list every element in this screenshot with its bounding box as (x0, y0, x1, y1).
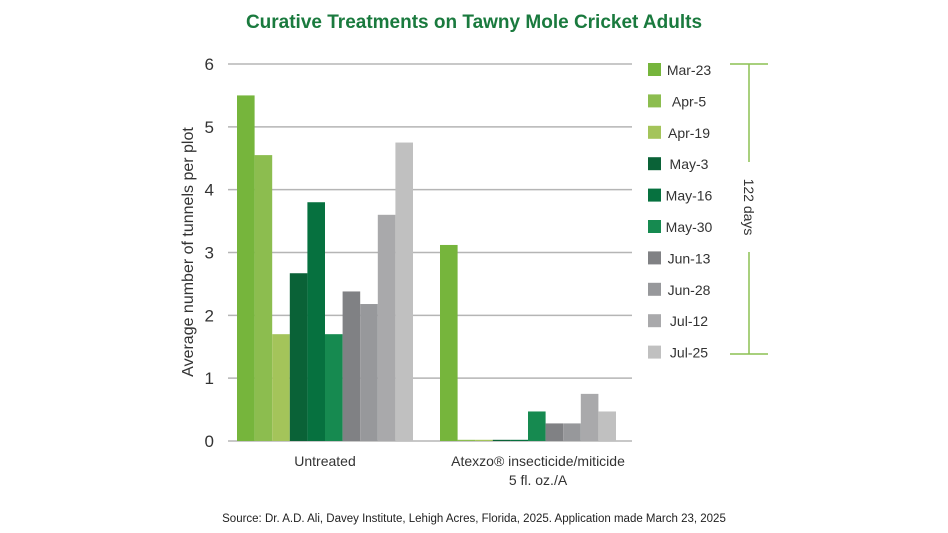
bar-mar-23 (440, 244, 458, 441)
bar-mar-23 (237, 95, 255, 442)
bar-jun-28 (360, 304, 378, 441)
source-note: Source: Dr. A.D. Ali, Davey Institute, L… (222, 513, 726, 525)
days-annotation: 122 days (741, 179, 757, 236)
bar-jul-25 (395, 142, 413, 441)
legend-swatch (648, 251, 661, 265)
y-tick-label: 3 (205, 244, 214, 263)
legend-swatch (648, 282, 661, 296)
y-tick-label: 6 (205, 55, 214, 74)
legend-label: May-30 (666, 219, 713, 235)
legend-label: Mar-23 (667, 62, 712, 78)
bar-apr-19 (272, 334, 290, 441)
legend-item: May-16 (648, 188, 713, 204)
legend-label: Jul-25 (670, 345, 708, 361)
bar-may-16 (307, 202, 325, 441)
bar-jul-12 (377, 214, 396, 441)
bar-jun-13 (342, 291, 361, 441)
legend-item: Apr-19 (648, 125, 710, 141)
legend-item: Jun-13 (648, 250, 711, 266)
y-axis-label: Average number of tunnels per plot (180, 127, 197, 377)
legend-label: Jul-12 (670, 313, 708, 329)
bar-jun-28 (563, 423, 581, 441)
legend-item: Apr-5 (648, 93, 706, 109)
y-tick-label: 5 (205, 118, 214, 137)
category-label: 5 fl. oz./A (509, 472, 568, 488)
legend-label: May-16 (666, 188, 713, 204)
y-tick-label: 4 (205, 181, 214, 200)
legend-item: Jul-25 (648, 345, 708, 361)
legend-swatch (648, 63, 661, 76)
legend-label: Apr-19 (668, 125, 710, 141)
legend-swatch (648, 314, 661, 328)
legend-swatch (648, 125, 661, 139)
bar-jul-12 (580, 393, 599, 441)
bar-jul-25 (598, 411, 616, 441)
bar-apr-5 (457, 439, 476, 441)
days-bracket: 122 days (730, 63, 768, 355)
legend-swatch (648, 345, 661, 359)
bar-apr-5 (254, 155, 273, 441)
legend-item: Jul-12 (648, 313, 708, 329)
legend-label: Jun-28 (668, 282, 711, 298)
legend-item: Mar-23 (648, 62, 711, 78)
category-label: Untreated (294, 453, 355, 469)
bar-may-3 (289, 273, 308, 441)
legend-swatch (648, 94, 661, 108)
bar-apr-19 (475, 439, 493, 441)
y-tick-label: 0 (205, 432, 214, 451)
bar-may-30 (325, 334, 343, 441)
bar-may-16 (510, 439, 528, 441)
legend-swatch (648, 157, 661, 171)
bar-may-30 (528, 411, 546, 441)
y-tick-label: 1 (205, 369, 214, 388)
bar-jun-13 (545, 423, 564, 441)
y-tick-label: 2 (205, 306, 214, 325)
legend-label: May-3 (670, 156, 709, 172)
legend-swatch (648, 220, 661, 233)
legend-item: May-3 (648, 156, 709, 172)
legend-label: Apr-5 (672, 93, 706, 109)
legend-item: May-30 (648, 219, 713, 235)
legend-label: Jun-13 (668, 250, 711, 266)
bar-may-3 (492, 439, 511, 441)
category-label: Atexzo® insecticide/miticide (451, 453, 625, 469)
legend-item: Jun-28 (648, 282, 711, 298)
legend-swatch (648, 188, 661, 202)
chart-title: Curative Treatments on Tawny Mole Cricke… (246, 12, 702, 33)
